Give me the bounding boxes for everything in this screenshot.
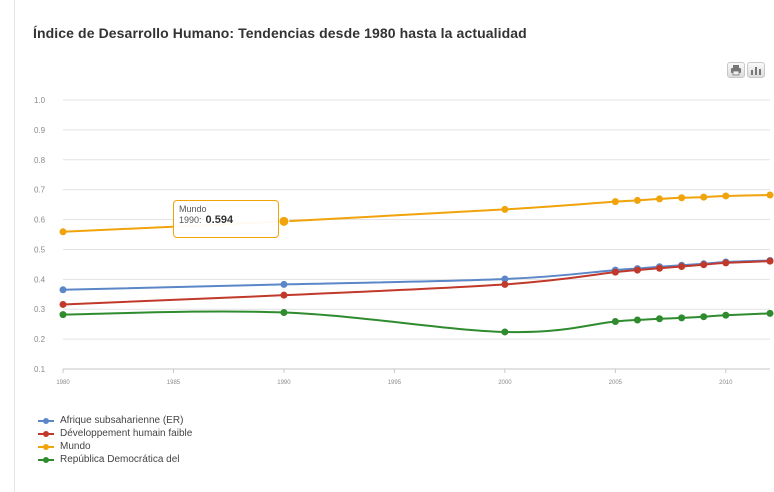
- data-point: [501, 280, 509, 288]
- y-tick-label: 0.4: [34, 275, 46, 284]
- data-point: [656, 264, 664, 272]
- data-point: [633, 316, 641, 324]
- data-point: [501, 275, 509, 283]
- data-point: [678, 194, 686, 202]
- legend-symbol: [38, 442, 54, 452]
- legend-label: Mundo: [60, 441, 91, 452]
- tooltip-series: Mundo: [179, 204, 207, 214]
- data-point: [722, 192, 730, 200]
- data-point: [722, 311, 730, 319]
- data-point: [656, 195, 664, 203]
- export-chart-button[interactable]: [747, 62, 765, 78]
- data-point: [501, 328, 509, 336]
- data-point: [280, 291, 288, 299]
- chart-frame: [14, 0, 774, 492]
- data-point: [656, 315, 664, 323]
- y-tick-label: 0.2: [34, 335, 46, 344]
- data-point: [611, 198, 619, 206]
- y-tick-label: 0.8: [34, 156, 46, 165]
- x-tick-label: 1985: [167, 380, 181, 386]
- export-chart-icon: [751, 67, 761, 75]
- y-tick-label: 0.7: [34, 186, 46, 195]
- legend-symbol: [38, 416, 54, 426]
- data-point: [700, 313, 708, 321]
- x-tick-label: 1990: [277, 380, 291, 386]
- data-point: [278, 215, 290, 227]
- legend-item-series-2[interactable]: Mundo: [38, 440, 192, 453]
- data-point: [633, 266, 641, 274]
- x-tick-label: 1980: [56, 380, 70, 386]
- data-point: [633, 196, 641, 204]
- y-tick-label: 0.6: [34, 216, 46, 225]
- data-point: [766, 257, 774, 265]
- y-tick-label: 0.5: [34, 245, 46, 254]
- legend-item-series-3[interactable]: República Democrática del: [38, 453, 192, 466]
- legend-symbol: [38, 455, 54, 465]
- print-icon: [731, 65, 741, 76]
- y-tick-label: 0.9: [34, 126, 46, 135]
- x-tick-label: 2000: [498, 380, 512, 386]
- series-line-0: [62, 259, 771, 291]
- legend-label: Développement humain faible: [60, 428, 193, 439]
- data-point: [700, 261, 708, 269]
- data-point: [501, 205, 509, 213]
- data-point: [678, 314, 686, 322]
- print-button[interactable]: [727, 62, 745, 78]
- chart-title: Índice de Desarrollo Humano: Tendencias …: [33, 25, 527, 41]
- tooltip-value: 0.594: [205, 214, 234, 226]
- legend-label: Afrique subsaharienne (ER): [60, 415, 184, 426]
- data-point: [280, 309, 288, 317]
- data-point: [700, 193, 708, 201]
- data-point: [611, 268, 619, 276]
- chart-legend: Afrique subsaharienne (ER) Développement…: [38, 414, 192, 466]
- y-tick-label: 0.3: [34, 305, 46, 314]
- y-tick-label: 0.1: [34, 365, 46, 374]
- data-point: [766, 191, 774, 199]
- data-point: [678, 262, 686, 270]
- data-point: [59, 300, 67, 308]
- data-point: [611, 317, 619, 325]
- legend-item-series-1[interactable]: Développement humain faible: [38, 427, 192, 440]
- y-tick-label: 1.0: [34, 96, 46, 105]
- legend-symbol: [38, 429, 54, 439]
- x-tick-label: 2010: [719, 380, 733, 386]
- data-point: [722, 259, 730, 267]
- data-point: [766, 309, 774, 317]
- data-tooltip: Mundo 1990: 0.594: [173, 200, 279, 238]
- x-tick-label: 1995: [388, 380, 402, 386]
- legend-item-series-0[interactable]: Afrique subsaharienne (ER): [38, 414, 192, 427]
- data-point: [59, 311, 67, 319]
- tooltip-year: 1990:: [179, 215, 202, 225]
- legend-label: República Democrática del: [60, 454, 180, 465]
- series-line-1: [62, 260, 771, 306]
- data-point: [59, 228, 67, 236]
- data-point: [280, 280, 288, 288]
- series-line-2: [62, 194, 771, 233]
- x-tick-label: 2005: [609, 380, 623, 386]
- data-point: [59, 286, 67, 294]
- series-line-3: [62, 310, 771, 334]
